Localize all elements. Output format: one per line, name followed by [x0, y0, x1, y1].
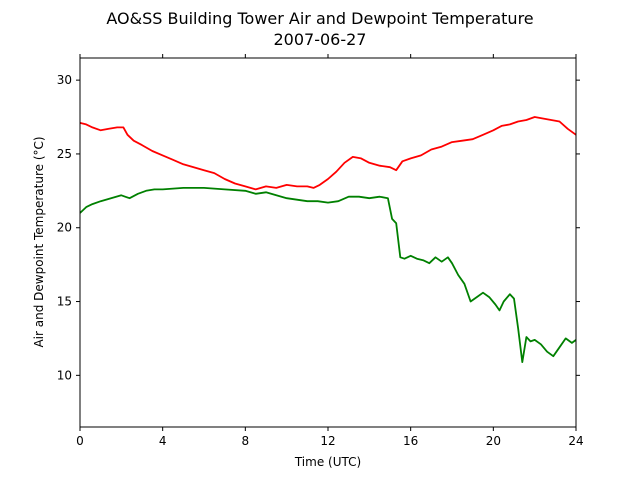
series-layer — [79, 116, 577, 364]
chart-title: AO&SS Building Tower Air and Dewpoint Te… — [106, 9, 533, 28]
x-tick-label: 24 — [568, 434, 583, 448]
x-tick-label: 4 — [159, 434, 167, 448]
y-tick-label: 15 — [57, 295, 72, 309]
x-tick-label: 16 — [403, 434, 418, 448]
y-tick-label: 25 — [57, 147, 72, 161]
x-axis-label: Time (UTC) — [294, 455, 361, 469]
plot-frame — [79, 57, 577, 428]
y-tick-label: 20 — [57, 221, 72, 235]
x-tick-label: 8 — [242, 434, 250, 448]
y-tick-label: 30 — [57, 73, 72, 87]
y-axis-label: Air and Dewpoint Temperature (°C) — [32, 136, 46, 347]
x-tick-label: 12 — [320, 434, 335, 448]
x-tick-label: 0 — [76, 434, 84, 448]
series-line-2 — [79, 186, 577, 364]
series-line-1 — [79, 116, 577, 191]
chart-subtitle: 2007-06-27 — [274, 30, 367, 49]
x-tick-label: 20 — [486, 434, 501, 448]
tick-layer: 0 4 8 12 16 20 24 10 15 20 25 30 — [57, 54, 584, 448]
y-tick-label: 10 — [57, 368, 72, 382]
